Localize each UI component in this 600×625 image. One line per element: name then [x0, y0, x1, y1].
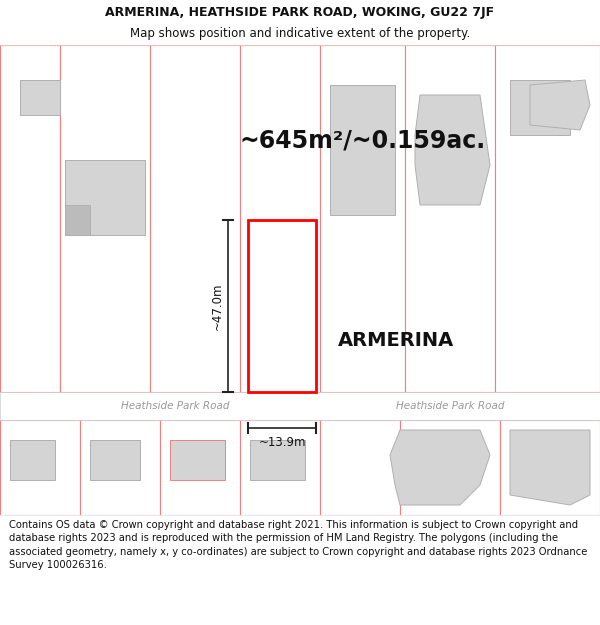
Bar [240, 45, 320, 392]
Bar [495, 45, 600, 392]
Bar [240, 420, 320, 515]
Bar [20, 80, 60, 115]
Bar [320, 45, 405, 392]
Polygon shape [390, 430, 490, 505]
Bar [320, 420, 400, 515]
Bar [330, 85, 395, 215]
Bar [250, 440, 305, 480]
Bar [400, 420, 500, 515]
Bar [500, 420, 600, 515]
Polygon shape [415, 95, 490, 205]
Text: Map shows position and indicative extent of the property.: Map shows position and indicative extent… [130, 28, 470, 40]
Bar [510, 80, 570, 135]
Text: ~645m²/~0.159ac.: ~645m²/~0.159ac. [240, 128, 486, 152]
Bar [90, 440, 140, 480]
Text: Contains OS data © Crown copyright and database right 2021. This information is : Contains OS data © Crown copyright and d… [9, 520, 587, 570]
Bar [0, 392, 600, 420]
Text: ~13.9m: ~13.9m [258, 436, 306, 449]
Text: ARMERINA: ARMERINA [338, 331, 454, 349]
Polygon shape [510, 430, 590, 505]
Bar [80, 420, 160, 515]
Text: ARMERINA, HEATHSIDE PARK ROAD, WOKING, GU22 7JF: ARMERINA, HEATHSIDE PARK ROAD, WOKING, G… [106, 6, 494, 19]
Bar [248, 220, 316, 392]
Text: Heathside Park Road: Heathside Park Road [396, 401, 504, 411]
Bar [10, 440, 55, 480]
Bar [405, 45, 495, 392]
Text: ~47.0m: ~47.0m [211, 282, 223, 330]
Bar [60, 45, 150, 392]
Bar [0, 420, 80, 515]
Bar [150, 45, 240, 392]
Bar [258, 300, 308, 355]
Bar [0, 45, 60, 392]
Bar [65, 205, 90, 235]
Polygon shape [0, 45, 15, 392]
Text: Heathside Park Road: Heathside Park Road [121, 401, 229, 411]
Bar [65, 160, 145, 235]
Bar [170, 440, 225, 480]
Bar [160, 420, 240, 515]
Polygon shape [530, 80, 590, 130]
